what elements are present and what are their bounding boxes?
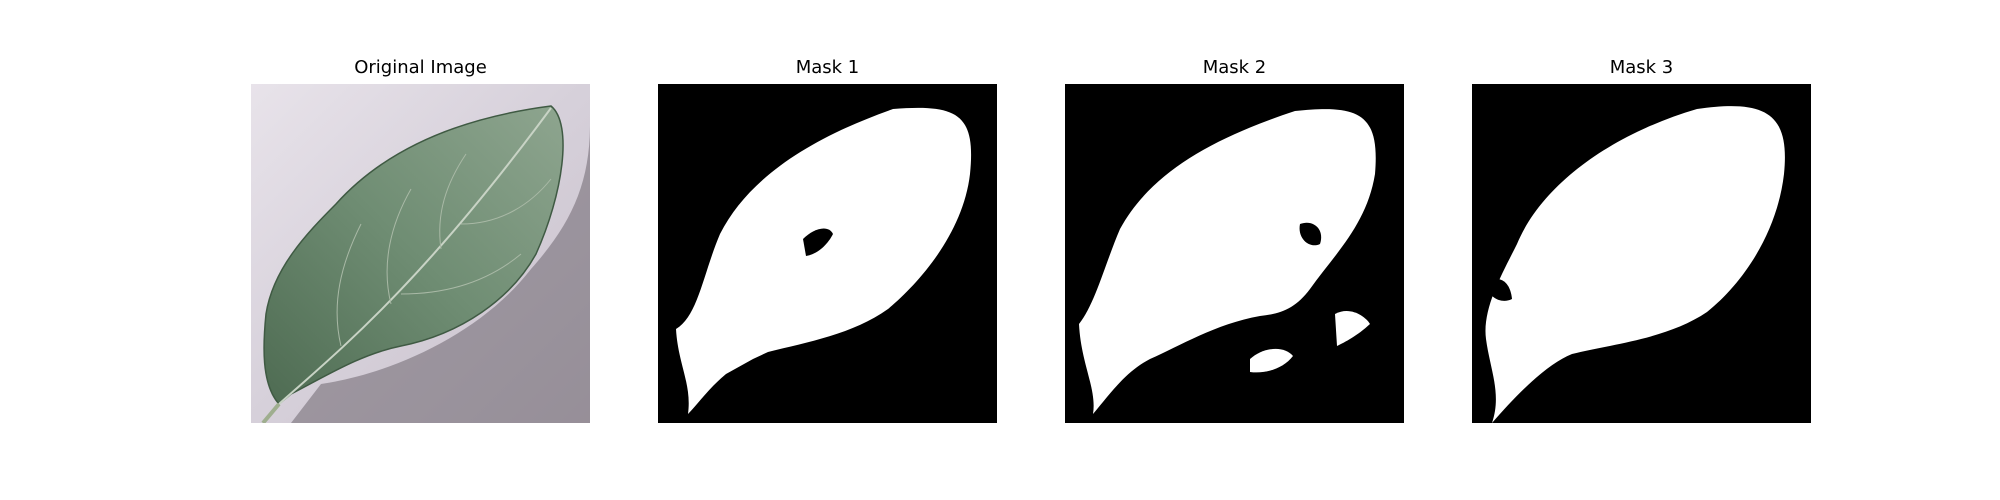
panel-title: Original Image [354,57,487,78]
mask-region [1485,106,1785,423]
mask-1-image [658,84,997,423]
leaf-stem [261,402,281,423]
panel-mask-2: Mask 2 [1065,57,1404,423]
panel-mask-3: Mask 3 [1472,57,1811,423]
mask-hole [1299,222,1322,246]
mask-3-svg [1472,84,1811,423]
mask-region [1250,348,1293,373]
mask-region [1079,109,1376,414]
mask-2-svg [1065,84,1404,423]
leaf-vein [336,223,362,347]
mask-2-image [1065,84,1404,423]
mask-hole [1484,279,1512,301]
panel-title: Mask 1 [795,57,860,78]
panel-title: Mask 2 [1202,57,1267,78]
leaf-vein [460,178,552,225]
mask-hole [803,228,833,256]
leaf-vein [400,253,522,295]
leaf-shadow [291,124,590,423]
mask-1-svg [658,84,997,423]
panel-title: Mask 3 [1609,57,1674,78]
mask-region [676,107,972,414]
mask-3-image [1472,84,1811,423]
panel-mask-1: Mask 1 [658,57,997,423]
original-image [251,84,590,423]
leaf-midrib [278,107,552,405]
leaf-photo [251,84,590,423]
leaf-vein [386,188,412,305]
leaf-blade [263,105,564,406]
panel-original-image: Original Image [251,57,590,423]
leaf-vein [439,153,467,250]
mask-region [1335,311,1370,346]
